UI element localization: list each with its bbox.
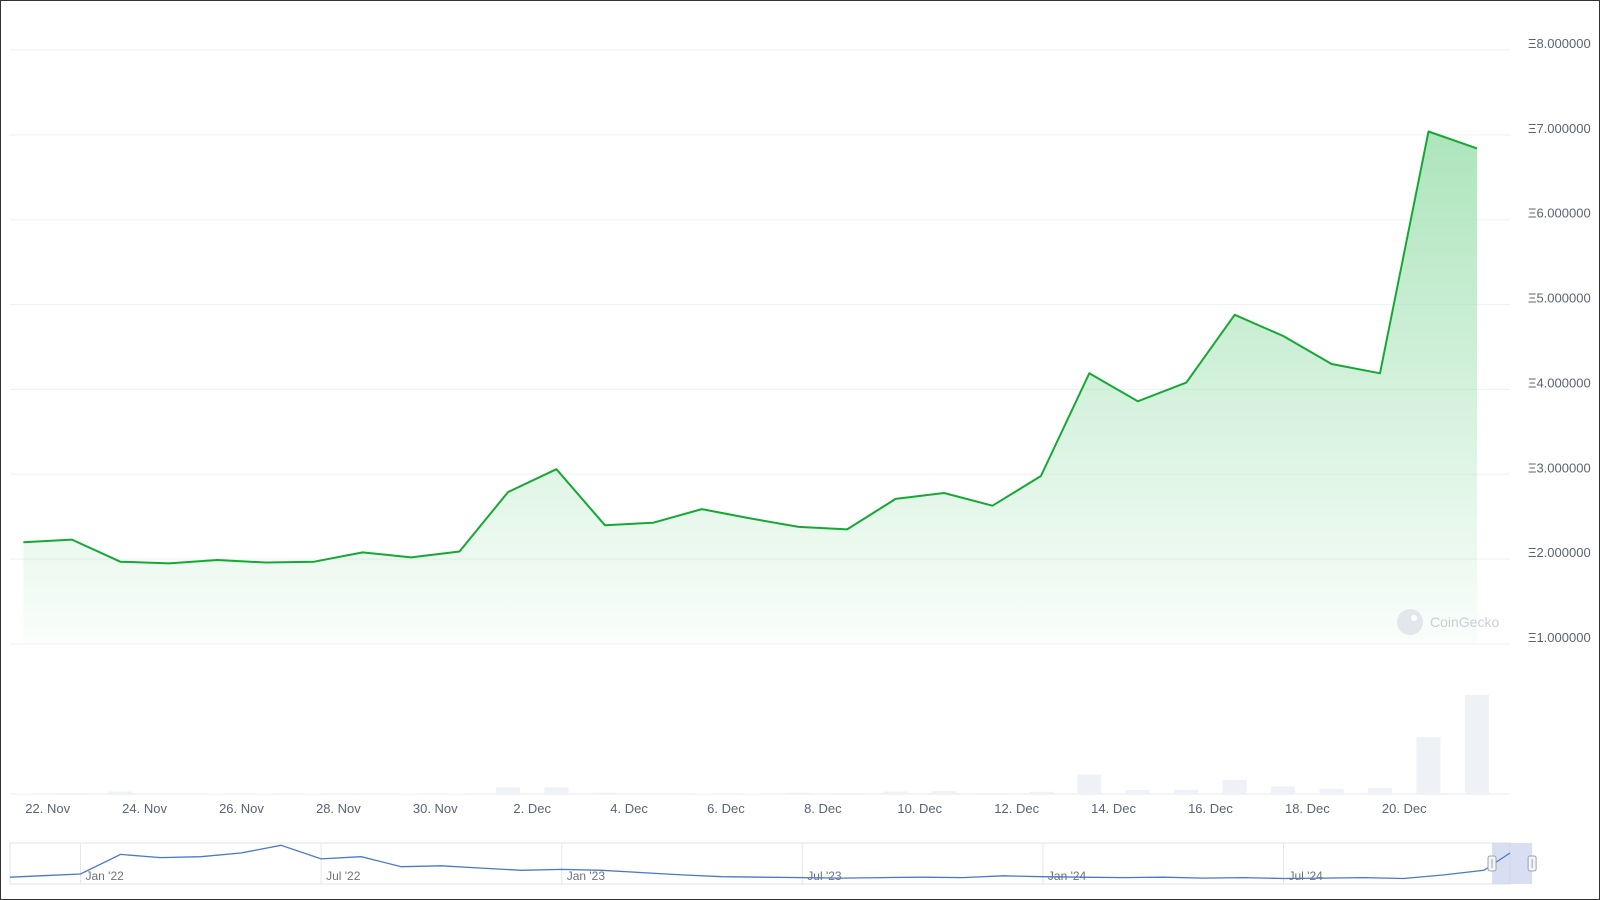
y-tick-label: Ξ4.000000 xyxy=(1528,375,1591,390)
navigator-selected-range[interactable] xyxy=(1492,843,1533,884)
x-tick-label: 4. Dec xyxy=(610,801,648,816)
volume-bar xyxy=(1125,790,1150,794)
x-axis: 22. Nov 24. Nov 26. Nov 28. Nov 30. Nov 2. De… xyxy=(25,801,1427,816)
volume-bar xyxy=(835,793,860,794)
x-tick-label: 24. Nov xyxy=(122,801,167,816)
y-tick-label: Ξ8.000000 xyxy=(1528,36,1591,51)
x-tick-label: 18. Dec xyxy=(1285,801,1330,816)
y-tick-label: Ξ1.000000 xyxy=(1528,630,1591,645)
volume-bar xyxy=(1368,788,1393,794)
navigator-line xyxy=(9,844,1511,880)
volume-bar xyxy=(786,792,811,794)
y-tick-label: Ξ3.000000 xyxy=(1528,460,1591,475)
navigator-tick-label: Jan '22 xyxy=(86,869,125,883)
volume-bar xyxy=(156,793,181,794)
price-area xyxy=(23,131,1477,644)
x-tick-label: 10. Dec xyxy=(897,801,942,816)
volume-bar xyxy=(1028,791,1053,794)
volume-bars xyxy=(11,694,1489,794)
volume-bar xyxy=(1174,789,1199,794)
x-tick-label: 30. Nov xyxy=(413,801,458,816)
y-tick-label: Ξ6.000000 xyxy=(1528,206,1591,221)
y-axis: Ξ8.000000 Ξ7.000000 Ξ6.000000 Ξ5.000000 Ξ4.0… xyxy=(1528,36,1591,645)
volume-bar xyxy=(350,793,375,794)
x-tick-label: 8. Dec xyxy=(804,801,842,816)
volume-bar xyxy=(1222,779,1247,794)
volume-bar xyxy=(592,792,617,794)
price-area-fill xyxy=(23,131,1477,644)
x-tick-label: 6. Dec xyxy=(707,801,745,816)
coingecko-logo-eye-icon xyxy=(1411,615,1417,621)
price-line-group xyxy=(23,130,1478,565)
watermark: CoinGecko xyxy=(1397,609,1499,635)
x-tick-label: 28. Nov xyxy=(316,801,361,816)
volume-bar xyxy=(980,793,1005,794)
y-tick-label: Ξ7.000000 xyxy=(1528,121,1591,136)
x-tick-label: 26. Nov xyxy=(219,801,264,816)
x-tick-label: 20. Dec xyxy=(1382,801,1427,816)
navigator-tick-label: Jan '23 xyxy=(567,869,606,883)
volume-bar xyxy=(1464,694,1489,794)
y-tick-label: Ξ5.000000 xyxy=(1528,291,1591,306)
x-tick-label: 14. Dec xyxy=(1091,801,1136,816)
volume-bar xyxy=(59,793,84,794)
x-tick-label: 16. Dec xyxy=(1188,801,1233,816)
navigator-tick-label: Jan '24 xyxy=(1048,869,1087,883)
volume-bar xyxy=(883,791,908,794)
navigator-tick-label: Jul '24 xyxy=(1289,869,1324,883)
coingecko-logo-icon xyxy=(1397,609,1423,635)
volume-bar xyxy=(1319,789,1344,794)
x-tick-label: 12. Dec xyxy=(994,801,1039,816)
navigator-tick-label: Jul '23 xyxy=(807,869,842,883)
volume-bar xyxy=(932,791,956,794)
volume-bar xyxy=(1271,786,1296,794)
navigator[interactable]: Jan '22 Jul '22 Jan '23 Jul '23 Jan '24 Jul '… xyxy=(9,842,1537,885)
volume-bar xyxy=(544,787,569,794)
volume-bar xyxy=(495,787,520,794)
x-tick-label: 2. Dec xyxy=(513,801,551,816)
x-tick-label: 22. Nov xyxy=(25,801,70,816)
volume-bar xyxy=(1416,736,1441,794)
volume-bar xyxy=(641,793,666,794)
navigator-tick-label: Jul '22 xyxy=(326,869,361,883)
volume-bar xyxy=(1077,774,1102,794)
y-tick-label: Ξ2.000000 xyxy=(1528,545,1591,560)
volume-bar xyxy=(108,791,133,794)
watermark-text: CoinGecko xyxy=(1430,614,1499,630)
